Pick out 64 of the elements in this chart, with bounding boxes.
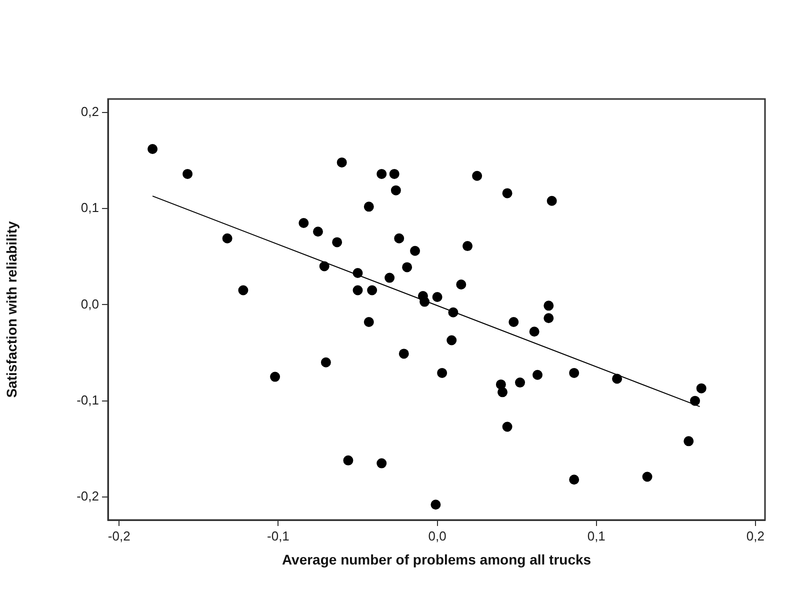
point bbox=[148, 144, 158, 154]
point bbox=[508, 316, 519, 327]
point bbox=[238, 285, 248, 296]
point bbox=[384, 272, 395, 283]
point bbox=[336, 157, 347, 168]
y-tick-label: -0,1 bbox=[76, 392, 99, 408]
y-tick-label: 0,2 bbox=[80, 104, 99, 120]
point bbox=[544, 313, 554, 324]
point bbox=[389, 168, 400, 179]
point bbox=[332, 237, 342, 248]
point bbox=[446, 335, 457, 346]
point bbox=[462, 241, 473, 252]
point bbox=[569, 368, 580, 378]
x-tick-label: -0,1 bbox=[267, 528, 290, 544]
point bbox=[320, 357, 331, 368]
y-tick-label: 0,0 bbox=[80, 296, 99, 312]
point bbox=[352, 268, 363, 278]
point bbox=[437, 368, 448, 378]
point bbox=[376, 168, 387, 179]
point bbox=[448, 307, 458, 318]
point bbox=[529, 326, 540, 337]
point bbox=[402, 262, 412, 272]
point bbox=[312, 226, 323, 237]
point bbox=[420, 296, 430, 307]
point bbox=[502, 422, 512, 432]
x-tick-label: 0,0 bbox=[428, 528, 446, 544]
point bbox=[456, 280, 466, 290]
point bbox=[432, 292, 442, 302]
point bbox=[690, 396, 700, 406]
point bbox=[532, 370, 543, 380]
point bbox=[515, 378, 526, 388]
point bbox=[390, 185, 401, 196]
point bbox=[364, 316, 374, 327]
point bbox=[498, 387, 508, 398]
x-axis-title: Average number of problems among all trucks bbox=[282, 551, 592, 568]
point bbox=[398, 348, 409, 359]
x-tick-label: 0,2 bbox=[746, 528, 764, 544]
point bbox=[544, 300, 554, 311]
point bbox=[367, 285, 378, 296]
point bbox=[472, 170, 482, 181]
y-tick-label: 0,1 bbox=[80, 200, 99, 216]
point bbox=[684, 436, 694, 446]
point bbox=[642, 472, 652, 482]
point bbox=[696, 383, 706, 394]
point bbox=[410, 246, 420, 256]
y-tick-label: -0,2 bbox=[76, 488, 99, 504]
point bbox=[343, 455, 354, 466]
point bbox=[502, 188, 512, 198]
point bbox=[394, 233, 404, 244]
point bbox=[352, 285, 363, 296]
point bbox=[364, 202, 374, 212]
point bbox=[222, 233, 232, 244]
point bbox=[298, 218, 309, 228]
x-tick-label: -0,2 bbox=[108, 528, 130, 544]
point bbox=[182, 168, 193, 179]
point bbox=[612, 374, 622, 384]
point bbox=[319, 261, 330, 272]
point bbox=[569, 474, 580, 485]
point bbox=[376, 458, 387, 468]
point bbox=[546, 196, 557, 206]
y-axis-title: Satisfaction with reliability bbox=[3, 220, 20, 398]
point bbox=[270, 372, 280, 382]
x-tick-label: 0,1 bbox=[587, 528, 606, 544]
point bbox=[430, 500, 441, 510]
